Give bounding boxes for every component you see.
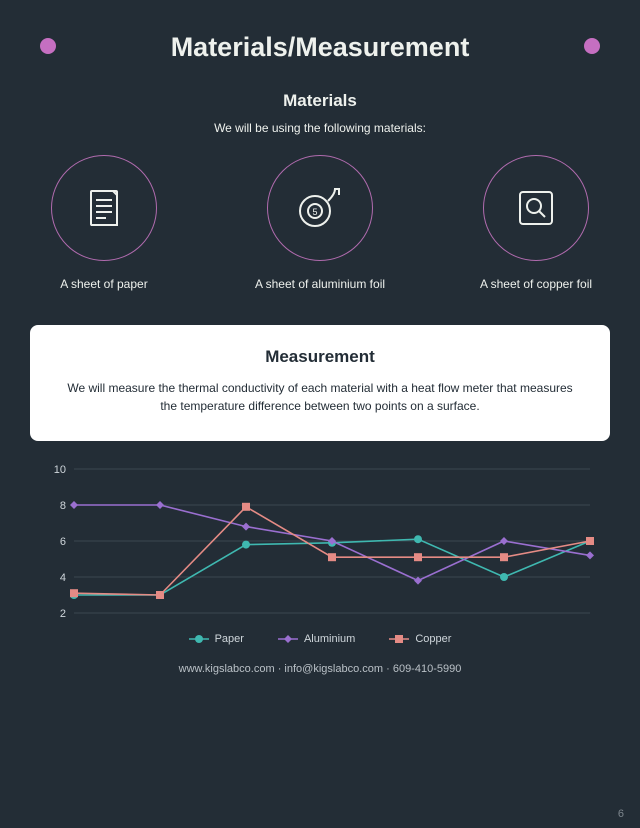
materials-heading: Materials <box>0 91 640 111</box>
legend-item: Paper <box>189 633 244 645</box>
measurement-card: Measurement We will measure the thermal … <box>30 325 610 441</box>
svg-text:4: 4 <box>60 572 66 584</box>
document-icon <box>83 187 125 229</box>
material-paper: A sheet of paper <box>29 155 179 291</box>
material-ring <box>483 155 589 261</box>
footer: www.kigslabco.com · info@kigslabco.com ·… <box>0 663 640 675</box>
legend-item: Copper <box>389 633 451 645</box>
material-ring: 5 <box>267 155 373 261</box>
accent-dot-right <box>584 38 600 54</box>
measurement-heading: Measurement <box>64 347 576 367</box>
line-chart: 2 4 6 8 10 <box>40 463 600 623</box>
chart-container: 2 4 6 8 10 Paper Aluminium Copper <box>40 463 600 645</box>
chart-legend: Paper Aluminium Copper <box>40 633 600 645</box>
material-label: A sheet of aluminium foil <box>255 277 385 291</box>
svg-text:6: 6 <box>60 536 66 548</box>
footer-email: info@kigslabco.com <box>284 663 383 675</box>
legend-label: Paper <box>215 633 244 645</box>
materials-intro: We will be using the following materials… <box>0 121 640 135</box>
accent-dot-left <box>40 38 56 54</box>
material-label: A sheet of paper <box>60 277 147 291</box>
material-ring <box>51 155 157 261</box>
measurement-body: We will measure the thermal conductivity… <box>64 379 576 415</box>
material-label: A sheet of copper foil <box>480 277 592 291</box>
legend-item: Aluminium <box>278 633 355 645</box>
footer-phone: 609-410-5990 <box>393 663 462 675</box>
page-number: 6 <box>618 808 624 820</box>
footer-sep: · <box>386 663 393 675</box>
svg-text:5: 5 <box>312 207 317 217</box>
footer-website: www.kigslabco.com <box>179 663 275 675</box>
legend-label: Copper <box>415 633 451 645</box>
material-aluminium: 5 A sheet of aluminium foil <box>245 155 395 291</box>
legend-label: Aluminium <box>304 633 355 645</box>
page-title: Materials/Measurement <box>171 32 470 63</box>
magnifier-icon <box>514 186 558 230</box>
material-copper: A sheet of copper foil <box>461 155 611 291</box>
tape-icon: 5 <box>295 185 345 231</box>
svg-text:2: 2 <box>60 608 66 620</box>
svg-text:10: 10 <box>54 464 66 476</box>
materials-row: A sheet of paper 5 A sheet of aluminium … <box>0 155 640 291</box>
svg-text:8: 8 <box>60 500 66 512</box>
